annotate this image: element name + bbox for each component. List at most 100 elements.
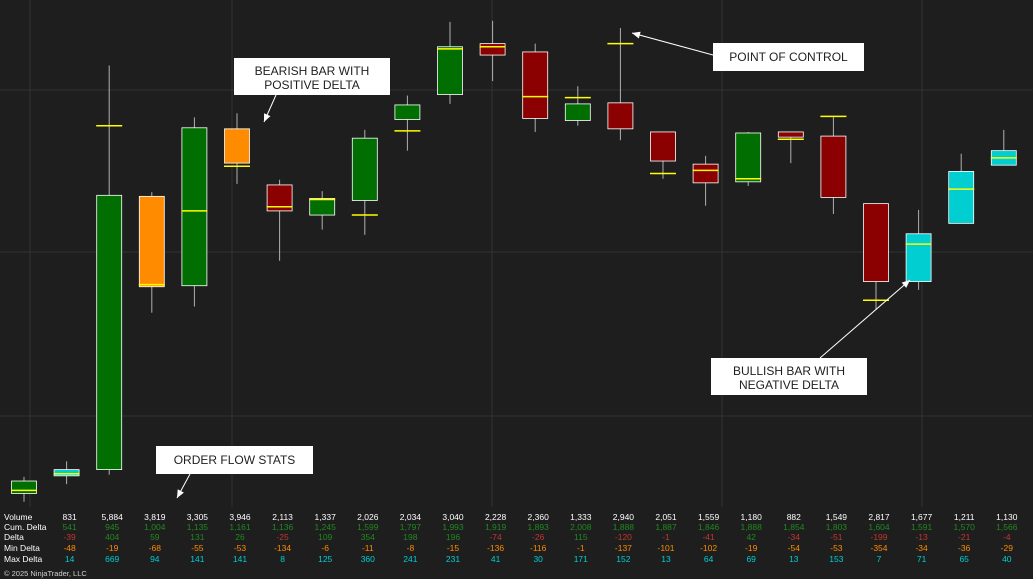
- stats-cell: 945: [105, 522, 119, 532]
- stats-cell: -36: [958, 543, 971, 553]
- candle: [522, 43, 549, 132]
- stats-row-label: Delta: [4, 532, 24, 542]
- stats-cell: 1,130: [996, 512, 1018, 522]
- stats-cell: -1: [577, 543, 585, 553]
- stats-cell: 2,940: [613, 512, 635, 522]
- stats-cell: 2,008: [570, 522, 592, 532]
- bullish-arrow-head: [901, 280, 910, 288]
- stats-cell: 41: [491, 554, 501, 564]
- stats-cell: 1,846: [698, 522, 720, 532]
- stats-cell: -53: [234, 543, 247, 553]
- stats-cell: 1,888: [741, 522, 763, 532]
- candle: [351, 129, 378, 235]
- stats-cell: 3,946: [229, 512, 251, 522]
- stats-cell: 198: [403, 532, 417, 542]
- stats-cell: 59: [150, 532, 160, 542]
- stats-cell: -15: [447, 543, 460, 553]
- stats-cell: 1,803: [826, 522, 848, 532]
- stats-cell: -68: [149, 543, 162, 553]
- candle: [394, 95, 421, 151]
- stats-cell: 3,305: [187, 512, 209, 522]
- stats-cell: 1,604: [868, 522, 890, 532]
- stats-cell: -120: [615, 532, 632, 542]
- stats-cell: 831: [63, 512, 77, 522]
- stats-cell: 7: [877, 554, 882, 564]
- candle: [905, 209, 932, 290]
- stats-cell: 1,337: [315, 512, 337, 522]
- stats-cell: -39: [63, 532, 76, 542]
- stats-cell: 1,161: [229, 522, 251, 532]
- annotation-arrows: [176, 31, 911, 499]
- stats-cell: 1,677: [911, 512, 933, 522]
- stats-cell: -134: [274, 543, 291, 553]
- candle-body: [96, 194, 123, 470]
- stats-cell: -137: [615, 543, 632, 553]
- stats-cell: -6: [321, 543, 329, 553]
- stats-cell: 71: [917, 554, 927, 564]
- candle-body: [650, 131, 676, 162]
- candle-body: [351, 137, 378, 201]
- candle-body: [692, 163, 719, 184]
- candle-body: [564, 103, 591, 121]
- candle-body: [53, 469, 80, 477]
- stats-cell: -51: [830, 532, 843, 542]
- stats-cell: -116: [530, 543, 547, 553]
- candle: [437, 21, 463, 104]
- stats-cell: 1,893: [528, 522, 550, 532]
- stats-cell: -34: [788, 532, 801, 542]
- stats-cell: 109: [318, 532, 332, 542]
- stats-cell: 1,004: [144, 522, 166, 532]
- stats-cell: 3,819: [144, 512, 166, 522]
- stats-cell: 196: [446, 532, 460, 542]
- stats-cell: 5,884: [102, 512, 124, 522]
- stats-cell: -25: [276, 532, 289, 542]
- stats-row-label: Max Delta: [4, 554, 43, 564]
- stats-cell: -11: [362, 543, 374, 553]
- stats-cell: -55: [191, 543, 204, 553]
- stats-cell: -29: [1001, 543, 1014, 553]
- stats-cell: 1,180: [741, 512, 763, 522]
- candle: [53, 461, 80, 485]
- stats-cell: 2,360: [528, 512, 550, 522]
- stats-cell: 153: [829, 554, 843, 564]
- stats-cell: -4: [1003, 532, 1011, 542]
- poc-callout-text: POINT OF CONTROL: [729, 50, 848, 64]
- stats-cell: 1,566: [996, 522, 1018, 532]
- stats-cell: 669: [105, 554, 119, 564]
- candle-body: [522, 51, 549, 119]
- poc-arrow-head: [632, 31, 641, 39]
- stats-cell: -34: [915, 543, 928, 553]
- candle: [863, 203, 889, 310]
- stats-cell: 141: [190, 554, 204, 564]
- stats-cell: 171: [574, 554, 588, 564]
- stats-cell: 1,887: [655, 522, 677, 532]
- grid-lines: [0, 0, 1033, 507]
- stats-cell: 65: [959, 554, 969, 564]
- stats-cell: 1,797: [400, 522, 422, 532]
- candle-body: [905, 233, 932, 282]
- stats-cell: 8: [280, 554, 285, 564]
- stats-cell: -19: [745, 543, 758, 553]
- candle-body: [479, 43, 506, 56]
- candle: [11, 476, 37, 502]
- stats-cell: 2,228: [485, 512, 507, 522]
- stats-cell: 2,817: [868, 512, 890, 522]
- stats-cell: -1: [662, 532, 670, 542]
- stats-cell: -54: [788, 543, 801, 553]
- stats-cell: 1,854: [783, 522, 805, 532]
- stats-cell: -74: [489, 532, 502, 542]
- candle: [735, 131, 762, 186]
- stats-cell: 354: [361, 532, 375, 542]
- bullish-arrow: [819, 279, 911, 359]
- bearish-arrow-head: [264, 113, 271, 122]
- candle-body: [394, 104, 421, 120]
- stats-cell: 1,591: [911, 522, 933, 532]
- candle: [224, 113, 250, 184]
- candle: [607, 28, 634, 141]
- stats-callout: ORDER FLOW STATS: [156, 446, 313, 474]
- bullish-callout-text: BULLISH BAR WITH NEGATIVE DELTA: [732, 364, 846, 392]
- stats-cell: 64: [704, 554, 714, 564]
- candle: [181, 117, 208, 307]
- stats-cell: -53: [830, 543, 843, 553]
- candle: [990, 129, 1017, 166]
